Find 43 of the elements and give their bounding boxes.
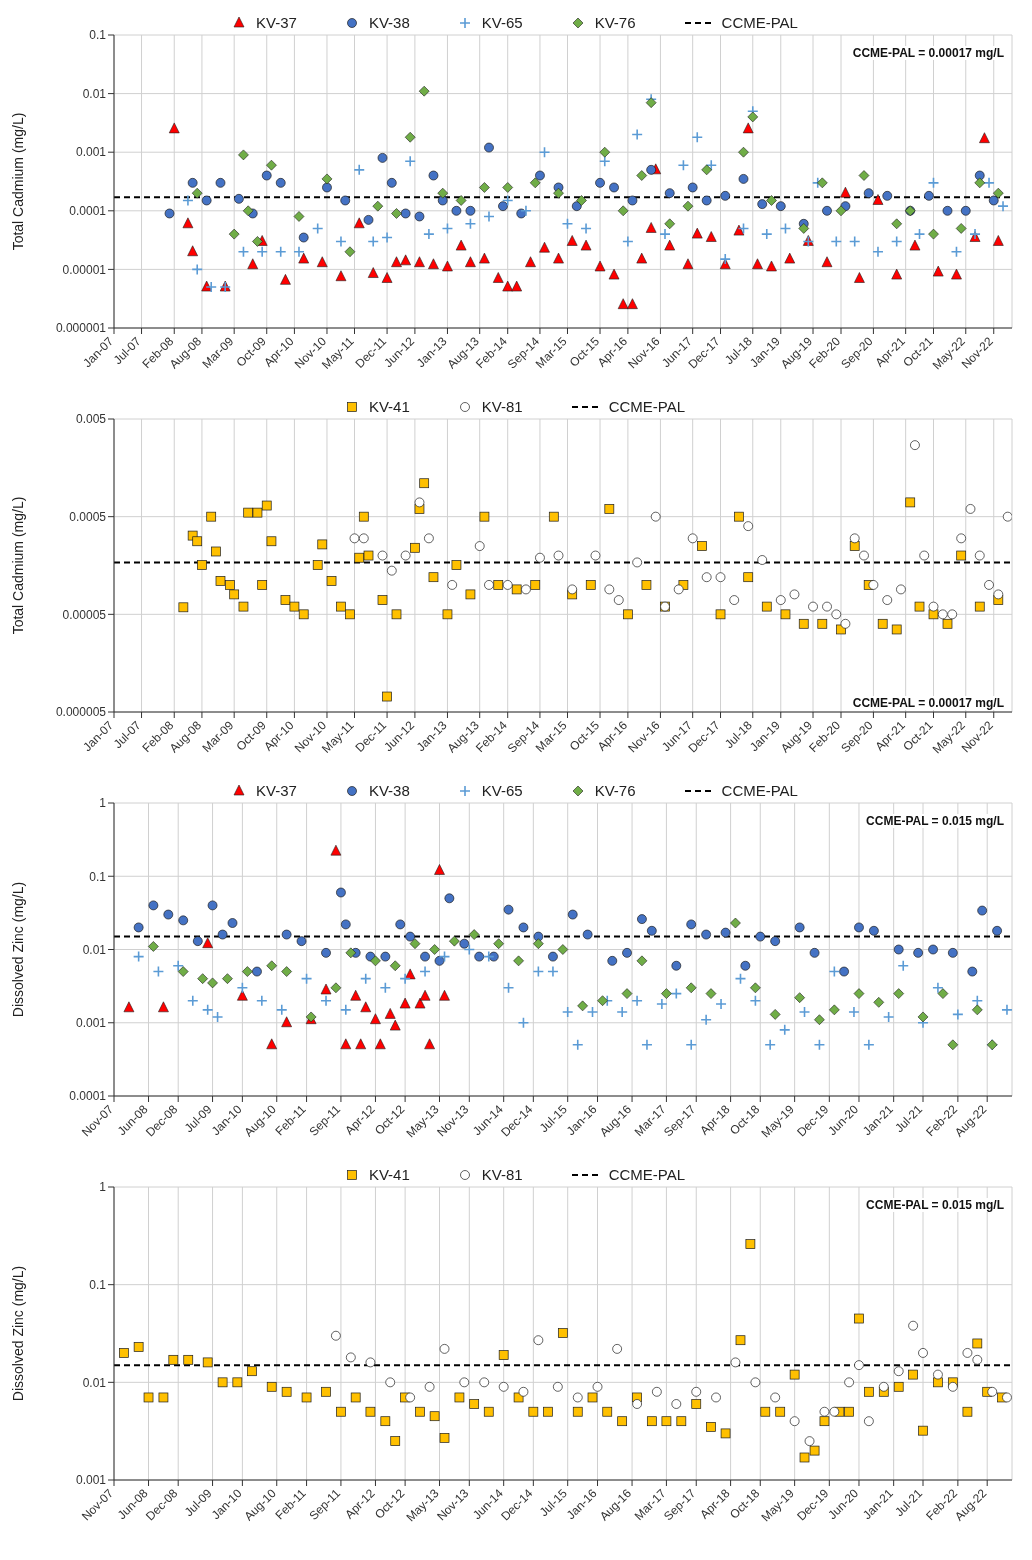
y-tick-label: 0.1 [89, 869, 107, 884]
legend-label: KV-81 [481, 1166, 523, 1183]
annotation: CCME-PAL = 0.015 mg/L [866, 814, 1004, 828]
legend-label: KV-37 [256, 782, 297, 799]
legend-label: CCME-PAL [608, 1166, 686, 1183]
legend-label: KV-41 [368, 398, 410, 415]
y-tick-label: 0.001 [75, 1016, 107, 1031]
legend-label: KV-41 [368, 1166, 410, 1183]
legend-label: CCME-PAL [721, 782, 798, 799]
y-tick-label: 0.005 [75, 412, 107, 427]
legend-label: KV-38 [368, 14, 410, 31]
y-tick-label: 0.00005 [62, 607, 107, 622]
legend-label: KV-76 [594, 782, 636, 799]
legend-label: KV-38 [368, 782, 410, 799]
y-tick-label: 1 [99, 1180, 107, 1195]
y-axis-title: Total Cadmium (mg/L) [9, 496, 26, 635]
y-tick-label: 0.1 [89, 28, 107, 43]
y-axis-title: Dissolved Zinc (mg/L) [9, 881, 26, 1018]
y-tick-label: 0.01 [82, 86, 107, 101]
legend-label: CCME-PAL [721, 14, 798, 31]
y-tick-label: 0.000001 [55, 321, 107, 336]
legend-label: KV-76 [594, 14, 636, 31]
y-tick-label: 0.0001 [69, 204, 107, 219]
y-tick-label: 0.0005 [69, 509, 107, 524]
y-tick-label: 1 [99, 796, 107, 811]
legend-label: KV-37 [256, 14, 297, 31]
y-tick-label: 0.0001 [69, 1089, 107, 1104]
y-tick-label: 0.1 [89, 1277, 107, 1292]
legend-label: KV-81 [481, 398, 523, 415]
legend-label: KV-65 [481, 14, 523, 31]
y-axis-title: Total Cadmium (mg/L) [9, 112, 26, 251]
y-tick-label: 0.001 [75, 145, 107, 160]
y-axis-title: Dissolved Zinc (mg/L) [9, 1265, 26, 1402]
y-tick-label: 0.00001 [62, 262, 107, 277]
y-tick-label: 0.000005 [55, 705, 107, 720]
annotation: CCME-PAL = 0.00017 mg/L [852, 696, 1004, 710]
y-tick-label: 0.01 [82, 1375, 107, 1390]
annotation: CCME-PAL = 0.015 mg/L [866, 1198, 1004, 1212]
annotation: CCME-PAL = 0.00017 mg/L [852, 46, 1004, 60]
legend-label: CCME-PAL [608, 398, 686, 415]
y-tick-label: 0.01 [82, 942, 107, 957]
legend-label: KV-65 [481, 782, 523, 799]
y-tick-label: 0.001 [75, 1473, 107, 1488]
